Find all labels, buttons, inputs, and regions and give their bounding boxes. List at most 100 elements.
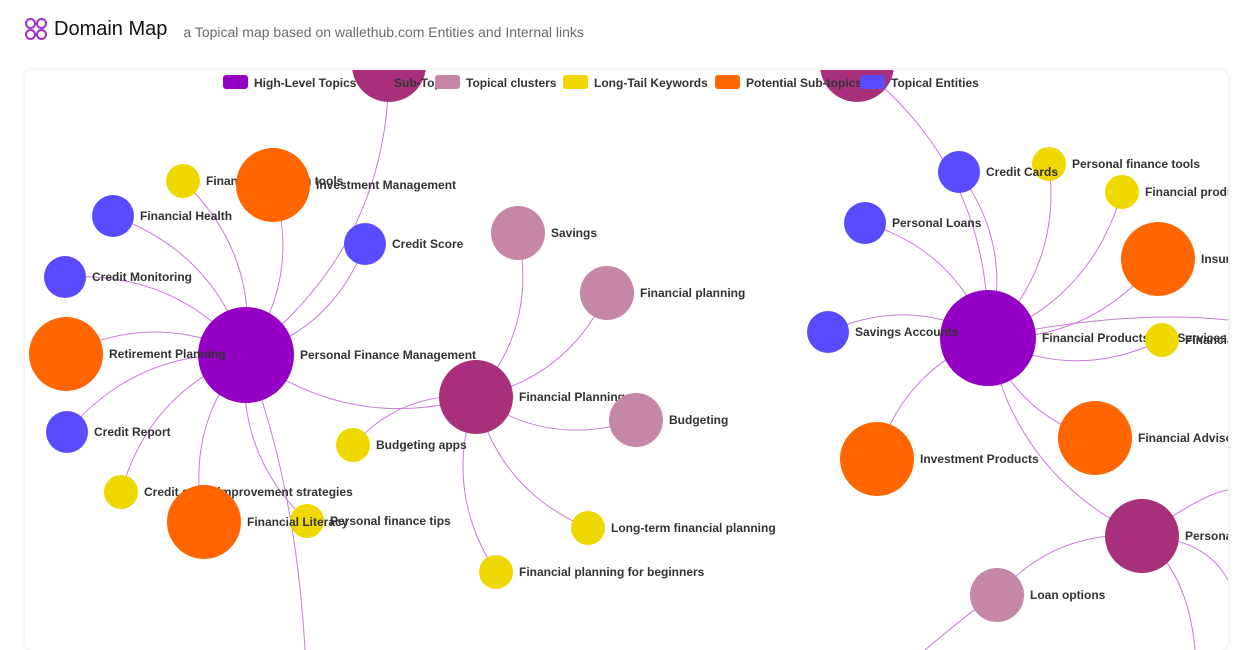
node-label: Investment Products [920, 452, 1039, 466]
node-circle[interactable] [1121, 222, 1195, 296]
graph-node[interactable]: Personal finance tools [1032, 147, 1200, 181]
node-circle[interactable] [44, 256, 86, 298]
node-circle[interactable] [166, 164, 200, 198]
node-circle[interactable] [167, 485, 241, 559]
legend-item[interactable]: Potential Sub-topics [715, 75, 862, 90]
graph-node[interactable]: Budgeting apps [336, 428, 467, 462]
graph-node[interactable]: Investment Management [236, 148, 456, 222]
graph-node[interactable]: Financial Planning [439, 360, 625, 434]
graph-node[interactable]: Investment Products [840, 422, 1039, 496]
graph-node[interactable]: Insura [1121, 222, 1228, 296]
node-label: Personal Finance Management [300, 348, 476, 362]
node-label: Credit Report [94, 425, 171, 439]
graph-node[interactable]: Credit Report [46, 411, 171, 453]
node-circle[interactable] [290, 504, 324, 538]
node-circle[interactable] [938, 151, 980, 193]
graph-node[interactable]: Personal Finance Management [198, 307, 476, 403]
graph-node[interactable]: Financial Products and Services [940, 290, 1227, 386]
graph-node[interactable]: Savings [491, 206, 597, 260]
node-circle[interactable] [840, 422, 914, 496]
graph-node[interactable]: Credit Monitoring [44, 256, 192, 298]
legend-item[interactable]: Topical Entities [860, 75, 979, 90]
node-circle[interactable] [491, 206, 545, 260]
node-circle[interactable] [580, 266, 634, 320]
graph-node[interactable]: Retirement Planning [29, 317, 226, 391]
graph-node[interactable]: Financial planning for beginners [479, 555, 705, 589]
node-circle[interactable] [1145, 323, 1179, 357]
node-label: Credit Score [392, 237, 464, 251]
node-circle[interactable] [807, 311, 849, 353]
graph-node[interactable]: Financial Advisor [1058, 401, 1228, 475]
node-circle[interactable] [844, 202, 886, 244]
node-circle[interactable] [439, 360, 513, 434]
node-label: Insura [1201, 252, 1228, 266]
node-circle[interactable] [236, 148, 310, 222]
page-title: Domain Map [54, 17, 168, 40]
node-label: Long-term financial planning [611, 521, 776, 535]
node-circle[interactable] [940, 290, 1036, 386]
node-label: Financial Planning [519, 390, 625, 404]
graph-node[interactable]: Savings Accounts [807, 311, 959, 353]
legend-label: Potential Sub-topics [746, 76, 862, 90]
node-circle[interactable] [336, 428, 370, 462]
node-label: Personal finance tools [1072, 157, 1200, 171]
legend-label: High-Level Topics [254, 76, 357, 90]
node-label: Savings [551, 226, 597, 240]
node-circle[interactable] [1058, 401, 1132, 475]
domain-graph[interactable]: Personal Finance Management Financial Pro… [25, 70, 1228, 650]
node-circle[interactable] [1105, 499, 1179, 573]
legend-swatch [563, 75, 588, 89]
graph-node[interactable]: Credit Score [344, 223, 464, 265]
graph-node[interactable]: Budgeting [609, 393, 728, 447]
node-circle[interactable] [609, 393, 663, 447]
graph-node[interactable]: Personal [1105, 499, 1228, 573]
node-label: Financia [1185, 333, 1228, 347]
node-circle[interactable] [29, 317, 103, 391]
four-circles-icon [25, 18, 47, 40]
node-circle[interactable] [46, 411, 88, 453]
legend-swatch [860, 75, 885, 89]
graph-node[interactable]: Personal finance tips [290, 504, 451, 538]
graph-node[interactable]: Financia [1145, 323, 1228, 357]
graph-node[interactable]: Loan options [970, 568, 1106, 622]
node-label: Personal Loans [892, 216, 982, 230]
node-circle[interactable] [571, 511, 605, 545]
graph-node[interactable]: Financial Health [92, 195, 232, 237]
node-circle[interactable] [1105, 175, 1139, 209]
graph-node[interactable]: Long-term financial planning [571, 511, 776, 545]
graph-node[interactable]: Personal Loans [844, 202, 982, 244]
node-label: Personal finance tips [330, 514, 451, 528]
node-circle[interactable] [92, 195, 134, 237]
node-label: Financial Literacy [247, 515, 349, 529]
legend-label: Topical Entities [891, 76, 979, 90]
graph-node[interactable]: Financial produ [1105, 175, 1228, 209]
node-label: Credit Cards [986, 165, 1058, 179]
legend-swatch [435, 75, 460, 89]
node-circle[interactable] [479, 555, 513, 589]
legend-swatch [715, 75, 740, 89]
legend-item[interactable]: Long-Tail Keywords [563, 75, 708, 90]
legend: High-Level Topics Sub-Topics Topical clust… [223, 75, 979, 90]
node-circle[interactable] [1032, 147, 1066, 181]
node-circle[interactable] [344, 223, 386, 265]
node-label: Financial Health [140, 209, 232, 223]
node-circle[interactable] [104, 475, 138, 509]
legend-item[interactable]: High-Level Topics [223, 75, 357, 90]
legend-swatch [223, 75, 248, 89]
graph-node[interactable]: Financial planning [580, 266, 745, 320]
node-label: Savings Accounts [855, 325, 959, 339]
node-label: Credit Monitoring [92, 270, 192, 284]
node-circle[interactable] [970, 568, 1024, 622]
legend-item[interactable]: Topical clusters [435, 75, 557, 90]
header: Domain Map a Topical map based on wallet… [24, 14, 584, 44]
node-label: Credit score improvement strategies [144, 485, 353, 499]
node-label: Investment Management [316, 178, 456, 192]
node-circle[interactable] [198, 307, 294, 403]
node-label: Financial planning [640, 286, 745, 300]
graph-panel[interactable]: Personal Finance Management Financial Pro… [25, 70, 1228, 650]
nodes-layer: Personal Finance Management Financial Pro… [29, 70, 1228, 622]
graph-node[interactable]: Credit Cards [938, 151, 1058, 193]
node-label: Retirement Planning [109, 347, 226, 361]
node-label: Budgeting apps [376, 438, 467, 452]
graph-node[interactable]: Financial Literacy [167, 485, 349, 559]
